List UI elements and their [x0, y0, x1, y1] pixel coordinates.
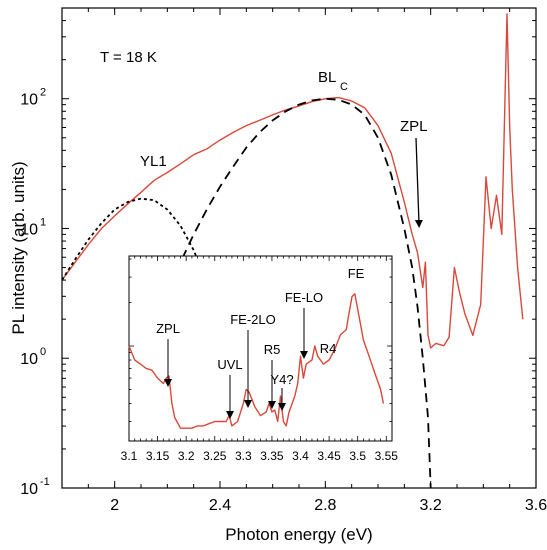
y-tick-label-exponent: 1 — [40, 216, 46, 228]
x-tick-label: 3.2 — [420, 497, 442, 514]
y-axis-title: PL intensity (arb. units) — [9, 161, 28, 334]
inset-x-tick-label: 3.55 — [375, 449, 399, 463]
inset-label-fe-lo: FE-LO — [285, 290, 323, 305]
inset-label-zpl: ZPL — [156, 321, 180, 336]
y-tick-label: 10 2 — [20, 87, 46, 109]
temperature-label: T = 18 K — [100, 49, 157, 66]
inset-x-tick-label: 3.35 — [260, 449, 284, 463]
inset-label-fe: FE — [348, 266, 365, 281]
y-tick-label-exponent: 2 — [40, 87, 46, 99]
y-tick-label-base: 10 — [20, 221, 38, 238]
inset-x-tick-label: 3.25 — [203, 449, 227, 463]
blc-fit-line — [140, 97, 432, 488]
pl-spectrum-line — [62, 13, 524, 349]
y-tick-label-base: 10 — [20, 92, 38, 109]
zpl-label: ZPL — [400, 118, 428, 135]
y-tick-label: 10 1 — [20, 216, 46, 238]
inset-label-uvl: UVL — [217, 357, 242, 372]
inset-x-tick-label: 3.5 — [349, 449, 366, 463]
y-tick-label: 10 0 — [20, 346, 46, 368]
inset-x-tick-label: 3.1 — [121, 449, 138, 463]
y-tick-label-base: 10 — [20, 481, 38, 498]
blc-label: BL C — [318, 69, 348, 93]
inset-label-y4: Y4? — [270, 372, 293, 387]
x-tick-label: 3.6 — [525, 497, 547, 514]
inset-label-fe-2lo: FE-2LO — [230, 312, 276, 327]
inset-x-tick-label: 3.45 — [317, 449, 341, 463]
y-tick-label-base: 10 — [20, 351, 38, 368]
x-tick-label: 2 — [110, 497, 119, 514]
inset-x-tick-label: 3.15 — [146, 449, 170, 463]
inset-plot: 3.1 3.15 3.2 3.25 3.3 3.35 3.4 3.45 3.5 3.55 ZPL UV… — [121, 255, 399, 463]
inset-label-r4: R4 — [320, 341, 337, 356]
y-tick-label-exponent: 0 — [40, 346, 46, 358]
yl1-label: YL1 — [140, 153, 167, 170]
blc-label-main: BL — [318, 69, 336, 86]
y-tick-label: 10 -1 — [20, 476, 50, 498]
zpl-arrow — [414, 137, 423, 228]
inset-label-r5: R5 — [264, 342, 281, 357]
x-axis-title: Photon energy (eV) — [225, 525, 372, 544]
x-tick-label: 2.4 — [209, 497, 231, 514]
inset-x-tick-label: 3.2 — [178, 449, 195, 463]
x-tick-label: 2.8 — [314, 497, 336, 514]
y-tick-label-exponent: -1 — [40, 476, 50, 488]
blc-label-subscript: C — [340, 81, 348, 93]
inset-x-tick-label: 3.4 — [292, 449, 309, 463]
inset-x-tick-label: 3.3 — [235, 449, 252, 463]
